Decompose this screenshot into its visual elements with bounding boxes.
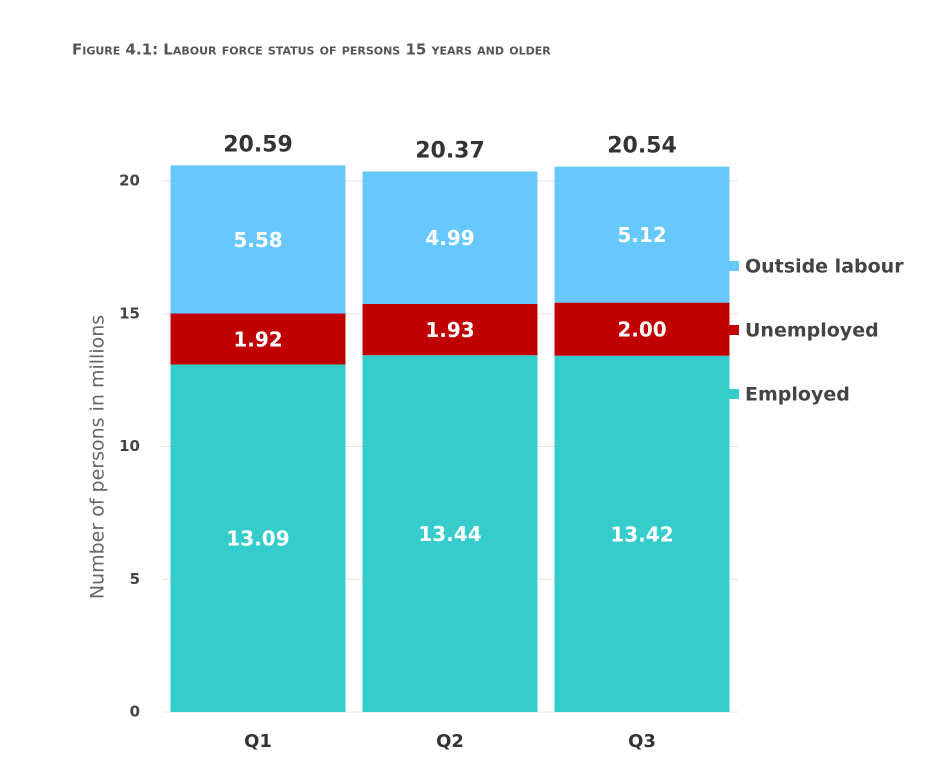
value-label: 13.42 [610,522,673,546]
bar-segment [554,166,730,303]
y-tick-label: 5 [130,570,140,588]
total-label: 20.59 [223,132,293,157]
y-tick-label: 20 [119,172,140,190]
legend-swatch [729,261,739,271]
bar-segment [170,313,346,365]
legend-label: Outside labour [745,256,904,278]
legend-label: Unemployed [745,320,879,342]
value-label: 1.93 [425,318,474,342]
bar-segment [362,303,538,356]
bar-segment [362,355,538,712]
bar-segment [362,171,538,304]
y-tick-label: 10 [119,437,140,455]
chart-title: Figure 4.1: Labour force status of perso… [72,41,551,59]
x-tick-label: Q3 [628,731,656,752]
value-label: 2.00 [617,318,666,342]
total-label: 20.37 [415,138,485,163]
legend-label: Employed [745,384,850,406]
x-tick-label: Q2 [436,731,464,752]
bar-segment [170,165,346,314]
y-tick-label: 0 [130,703,140,721]
legend-swatch [729,325,739,335]
bar-segment [554,302,730,356]
legend-swatch [729,389,739,399]
bar-segment [170,364,346,712]
x-tick-label: Q1 [244,731,272,752]
y-tick-label: 15 [119,304,140,322]
value-label: 5.58 [233,228,282,252]
y-axis-label: Number of persons in millions [87,315,109,599]
value-label: 5.12 [617,223,666,247]
value-label: 4.99 [425,226,474,250]
total-label: 20.54 [607,134,677,159]
value-label: 13.44 [418,522,481,546]
value-label: 13.09 [226,527,289,551]
value-label: 1.92 [233,328,282,352]
bar-segment [554,355,730,712]
